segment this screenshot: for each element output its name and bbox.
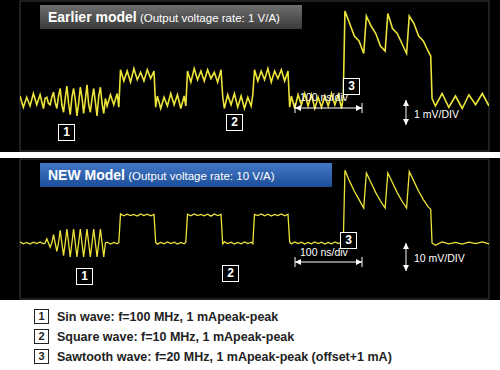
svg-text:1 mV/DIV: 1 mV/DIV [414, 108, 459, 120]
html-text:Square wave: f=10 MHz, 1 mApea: Square wave: f=10 MHz, 1 mApeak-peak [57, 329, 295, 344]
html-text:2: 2 [231, 115, 238, 129]
html-text:2: 2 [38, 330, 45, 342]
html-text:1: 1 [63, 125, 70, 139]
html-text:2: 2 [227, 266, 234, 280]
html-text:3: 3 [38, 350, 45, 362]
svg-text:100 ns/div: 100 ns/div [300, 91, 349, 103]
svg-text:10 mV/DIV: 10 mV/DIV [414, 252, 465, 264]
html-text:Earlier model(Output voltage r: Earlier model(Output voltage rate: 1 V/A… [48, 9, 280, 25]
svg-text:100 ns/div: 100 ns/div [300, 246, 349, 258]
html-text:3: 3 [348, 79, 355, 93]
html-text:Sawtooth wave: f=20 MHz, 1 mAp: Sawtooth wave: f=20 MHz, 1 mApeak-peak (… [57, 349, 392, 364]
html-text:3: 3 [345, 233, 352, 247]
html-text:1: 1 [38, 310, 45, 322]
html-text:NEW Model (Output voltage rate: NEW Model (Output voltage rate: 10 V/A) [48, 167, 275, 183]
html-text:1: 1 [81, 269, 88, 283]
html-text:Sin wave: f=100 MHz, 1 mApeak-: Sin wave: f=100 MHz, 1 mApeak-peak [57, 309, 279, 324]
